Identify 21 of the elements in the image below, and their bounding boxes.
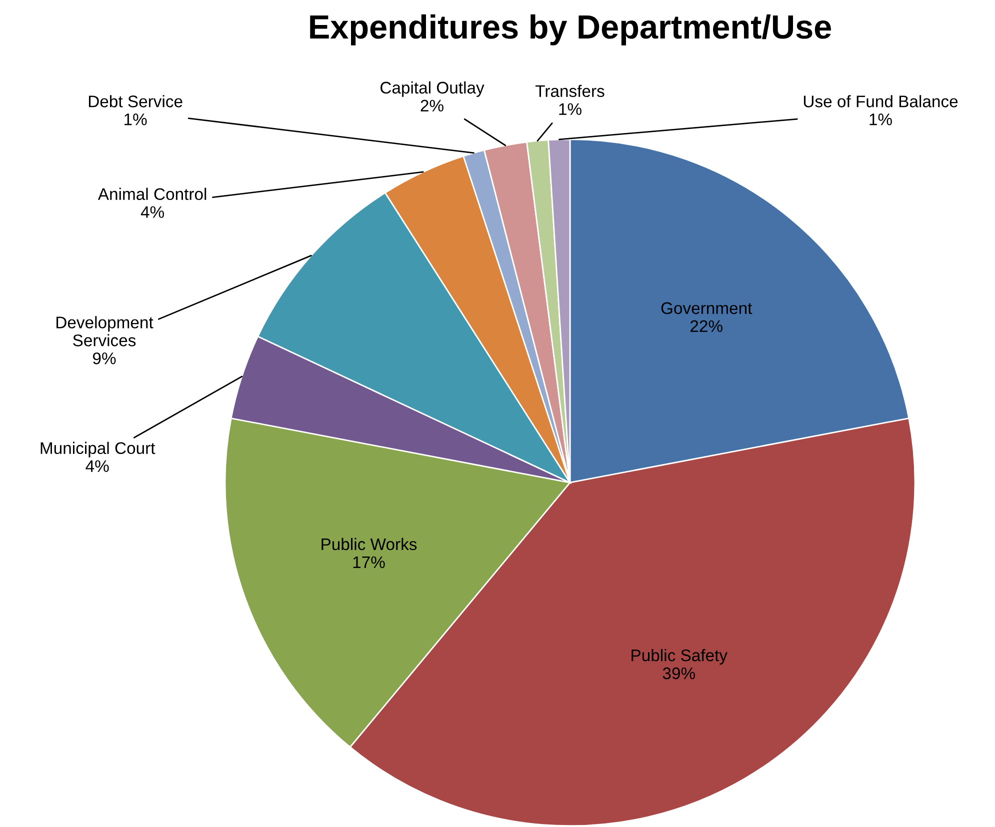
slice-label: Capital Outlay (380, 81, 484, 97)
data-label: 1% (559, 103, 582, 115)
slice-label: Public Safety (632, 649, 728, 665)
slice-label: Government (661, 302, 752, 314)
slice-label: Public Works (322, 538, 417, 550)
slice-label: Transfers (535, 84, 604, 98)
data-label: 1% (870, 114, 892, 126)
data-label: 9% (92, 352, 116, 364)
data-label: 4% (140, 206, 164, 218)
data-label: 2% (420, 100, 444, 112)
data-label: 4% (86, 460, 109, 472)
data-label: 17% (353, 556, 385, 568)
slice-label: Development Services (56, 316, 154, 346)
data-label: 22% (690, 320, 722, 332)
slice-label: Debt Service (88, 95, 182, 108)
data-label: 1% (124, 114, 147, 126)
slice-label: Use of Fund Balance (804, 95, 958, 108)
slice-label: Municipal Court (40, 442, 156, 458)
chart-title: Expenditures by Department/Use (310, 14, 831, 46)
data-label: 39% (662, 667, 695, 680)
slice-label: Animal Control (98, 188, 206, 200)
